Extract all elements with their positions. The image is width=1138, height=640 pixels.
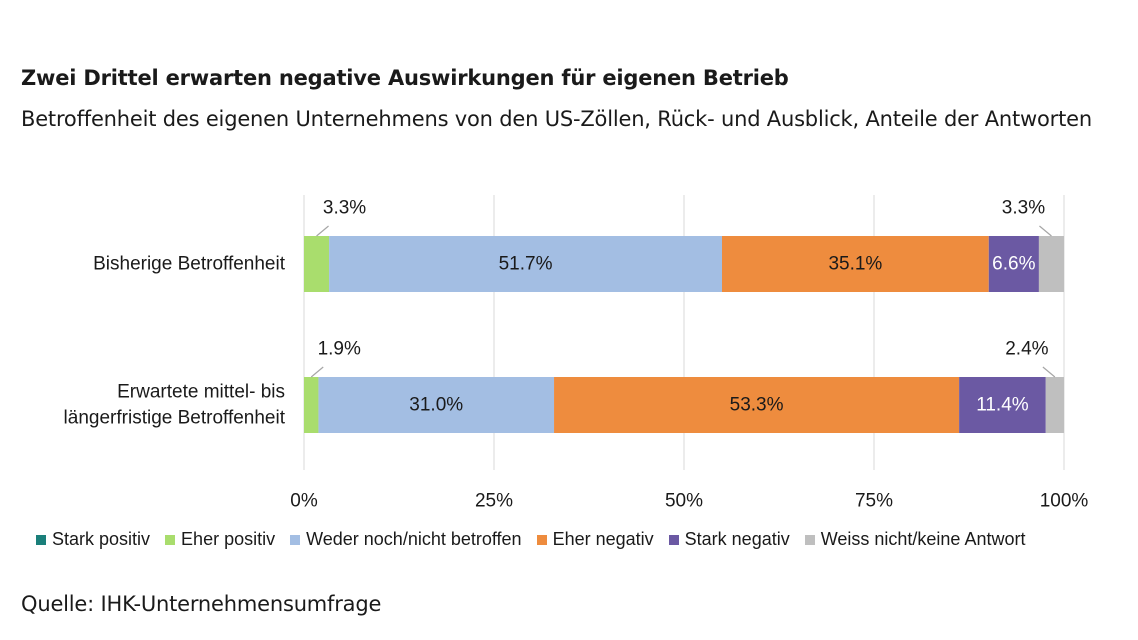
legend-swatch [668, 534, 679, 545]
category-label: Bisherige Betroffenheit [93, 254, 286, 275]
legend-item: Stark positiv [36, 529, 150, 550]
label-leader-line [1039, 225, 1052, 237]
bar-segment [304, 377, 319, 433]
chart-source: Quelle: IHK-Unternehmensumfrage [21, 592, 382, 616]
x-tick-label: 100% [1040, 491, 1089, 512]
legend-label: Eher negativ [552, 529, 654, 549]
legend-item: Weiss nicht/keine Antwort [804, 529, 1026, 550]
data-label: 51.7% [499, 254, 553, 275]
legend-swatch [536, 534, 547, 545]
bar-segment [304, 236, 330, 292]
legend-item: Stark negativ [668, 529, 790, 550]
legend-item: Eher positiv [165, 529, 275, 550]
bar-segment [1045, 377, 1064, 433]
legend-label: Weiss nicht/keine Antwort [820, 529, 1026, 549]
chart-title: Zwei Drittel erwarten negative Auswirkun… [21, 66, 789, 90]
legend-label: Eher positiv [181, 529, 276, 549]
legend-swatch [36, 534, 46, 545]
data-label: 1.9% [318, 339, 361, 360]
data-label: 3.3% [323, 198, 366, 219]
bar-segment [959, 377, 1046, 433]
label-leader-line [1042, 366, 1056, 378]
data-label: 3.3% [1002, 198, 1045, 219]
legend-label: Stark positiv [52, 529, 151, 549]
legend-label: Weder noch/nicht betroffen [306, 529, 522, 549]
category-label: längerfristige Betroffenheit [64, 408, 286, 429]
legend-swatch [804, 534, 815, 545]
chart-subtitle: Betroffenheit des eigenen Unternehmens v… [21, 107, 1092, 131]
data-label: 11.4% [976, 395, 1029, 416]
legend-swatch [290, 534, 301, 545]
label-leader-line [316, 225, 329, 237]
bar-segment [1038, 236, 1064, 292]
legend-swatch [165, 534, 176, 545]
data-label: 6.6% [992, 254, 1035, 275]
legend-label: Stark negativ [684, 529, 790, 549]
bar-segment [318, 377, 555, 433]
x-tick-label: 25% [475, 491, 513, 512]
x-tick-label: 0% [290, 491, 318, 512]
bar-segment [329, 236, 722, 292]
x-tick-label: 50% [665, 491, 703, 512]
x-tick-label: 75% [855, 491, 893, 512]
label-leader-line [310, 366, 324, 378]
data-label: 53.3% [730, 395, 784, 416]
bar-segment [722, 236, 989, 292]
legend-item: Eher negativ [536, 529, 654, 550]
chart-legend: Stark positiv Eher positiv Weder noch/nich… [36, 529, 1040, 550]
data-label: 31.0% [409, 395, 463, 416]
legend-item: Weder noch/nicht betroffen [290, 529, 522, 550]
data-label: 35.1% [828, 254, 882, 275]
data-label: 2.4% [1005, 339, 1048, 360]
bar-segment [554, 377, 960, 433]
bar-segment [988, 236, 1039, 292]
category-label: Erwartete mittel- bis [117, 382, 285, 403]
